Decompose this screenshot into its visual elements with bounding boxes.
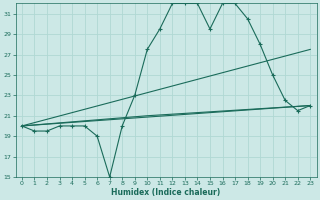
X-axis label: Humidex (Indice chaleur): Humidex (Indice chaleur) — [111, 188, 221, 197]
